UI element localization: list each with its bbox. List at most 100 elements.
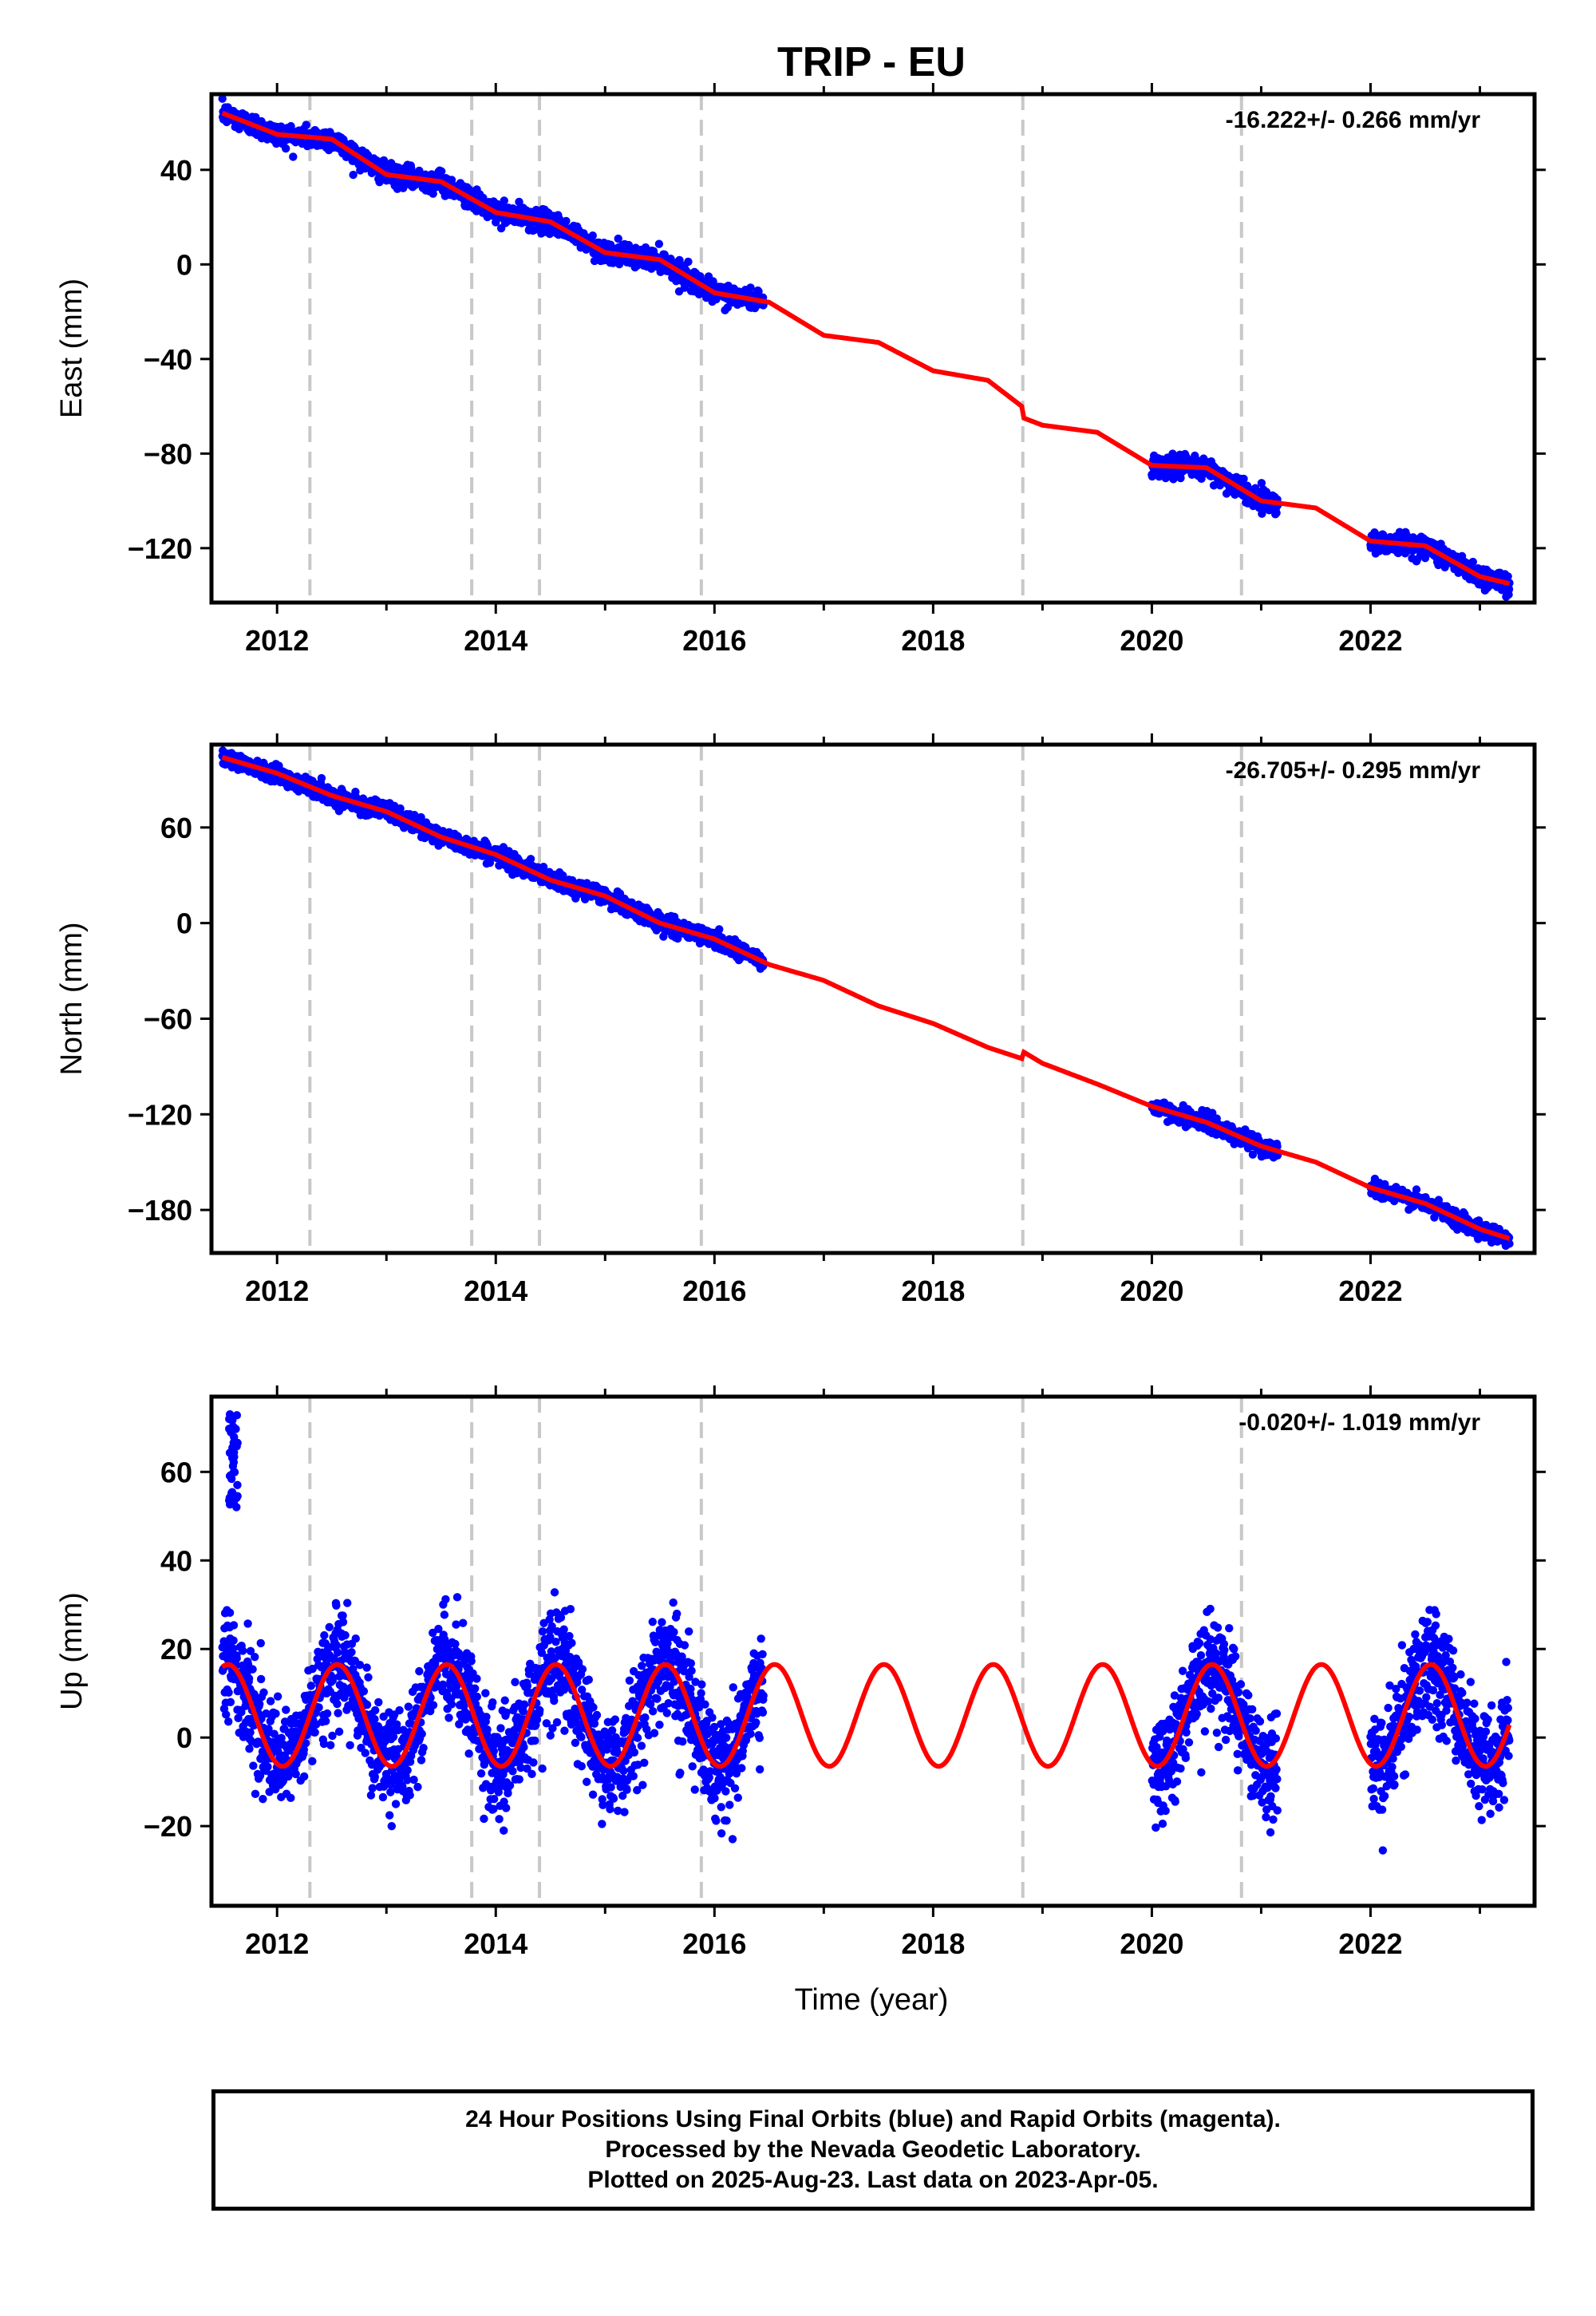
- event-lines: [308, 94, 1243, 603]
- data-point: [624, 240, 634, 250]
- y-tick-label: −40: [144, 343, 192, 376]
- x-tick-label: 2020: [1120, 624, 1183, 657]
- data-point: [306, 1682, 316, 1690]
- data-point: [346, 1741, 354, 1750]
- data-point: [343, 1599, 352, 1607]
- event-lines: [308, 745, 1243, 1253]
- data-point: [229, 1636, 238, 1645]
- data-point: [271, 1709, 280, 1718]
- data-point: [1250, 484, 1260, 492]
- x-tick-label: 2020: [1120, 1275, 1183, 1307]
- data-point: [229, 1621, 239, 1630]
- data-point: [614, 234, 622, 243]
- data-points: [218, 1410, 1514, 1855]
- data-point: [251, 1652, 259, 1662]
- rate-label: -16.222+/- 0.266 mm/yr: [1226, 107, 1481, 133]
- data-point: [246, 1728, 255, 1737]
- data-point: [313, 1654, 322, 1663]
- data-point: [429, 189, 437, 198]
- data-point: [266, 1697, 275, 1705]
- data-point: [232, 1654, 241, 1663]
- data-point: [437, 167, 446, 176]
- data-point: [317, 773, 326, 783]
- data-point: [255, 1699, 264, 1709]
- data-point: [1248, 1150, 1258, 1159]
- data-point: [1468, 557, 1478, 567]
- data-point: [308, 1757, 317, 1766]
- y-tick-label: −120: [128, 1098, 192, 1131]
- data-point: [282, 1705, 290, 1714]
- data-point: [229, 1644, 238, 1653]
- data-point: [684, 257, 693, 267]
- data-point: [349, 170, 358, 180]
- y-tick-label: −120: [128, 532, 192, 565]
- data-point: [1169, 475, 1178, 484]
- model-curve: [221, 755, 1511, 1241]
- data-point: [328, 1731, 337, 1741]
- data-point: [1272, 508, 1281, 517]
- data-point: [1168, 449, 1177, 458]
- data-point: [281, 144, 290, 153]
- data-point: [334, 1727, 344, 1737]
- data-point: [246, 1646, 255, 1655]
- plot-frame: [209, 742, 1537, 1255]
- data-point: [332, 1641, 341, 1650]
- data-point: [322, 1717, 330, 1725]
- data-point: [245, 1744, 254, 1753]
- data-point: [244, 1674, 254, 1683]
- data-point: [259, 1794, 267, 1804]
- x-tick-label: 2016: [682, 1275, 746, 1307]
- data-point: [338, 1618, 348, 1626]
- data-point: [299, 1745, 309, 1754]
- x-axis-title: Time (year): [795, 1983, 949, 2017]
- y-tick-label: 40: [160, 154, 192, 187]
- x-tick-label: 2022: [1338, 1275, 1402, 1307]
- data-point: [314, 1703, 323, 1712]
- y-tick-label: −180: [128, 1194, 192, 1227]
- data-point: [1412, 1185, 1421, 1194]
- x-tick-label: 2022: [1338, 624, 1402, 657]
- data-point: [588, 231, 597, 240]
- data-point: [754, 287, 763, 296]
- data-point: [329, 1674, 338, 1682]
- y-tick-label: 60: [160, 812, 192, 844]
- data-point: [224, 1688, 233, 1697]
- data-point: [222, 1710, 231, 1719]
- data-point: [715, 925, 724, 934]
- data-point: [417, 812, 425, 822]
- data-point: [273, 1692, 282, 1701]
- data-point: [319, 1739, 329, 1749]
- data-point: [291, 1769, 300, 1779]
- data-point: [746, 283, 755, 292]
- data-point: [396, 804, 405, 813]
- data-point: [325, 1622, 334, 1632]
- y-axis-title: East (mm): [55, 279, 89, 418]
- data-point: [243, 1619, 252, 1628]
- y-tick-label: 0: [176, 907, 192, 940]
- data-point: [225, 1608, 235, 1618]
- data-point: [332, 1601, 341, 1610]
- rate-label: -26.705+/- 0.295 mm/yr: [1226, 757, 1481, 784]
- data-point: [1176, 473, 1185, 483]
- data-point: [277, 1733, 286, 1742]
- data-point: [286, 121, 295, 131]
- model-curve: [221, 110, 1511, 587]
- data-point: [302, 121, 310, 129]
- data-point: [256, 1674, 266, 1684]
- data-point: [259, 1688, 268, 1697]
- x-tick-label: 2012: [245, 1275, 309, 1307]
- data-point: [249, 1761, 258, 1770]
- x-tick-label: 2018: [901, 1275, 965, 1307]
- x-tick-label: 2014: [464, 1275, 527, 1307]
- data-point: [590, 256, 599, 266]
- data-point: [248, 1665, 257, 1674]
- data-point: [310, 1728, 319, 1737]
- data-point: [320, 1630, 329, 1640]
- data-point: [1208, 1109, 1217, 1117]
- data-point: [334, 1648, 342, 1657]
- x-tick-label: 2016: [682, 624, 746, 657]
- data-point: [286, 1793, 295, 1803]
- x-tick-label: 2014: [464, 624, 527, 657]
